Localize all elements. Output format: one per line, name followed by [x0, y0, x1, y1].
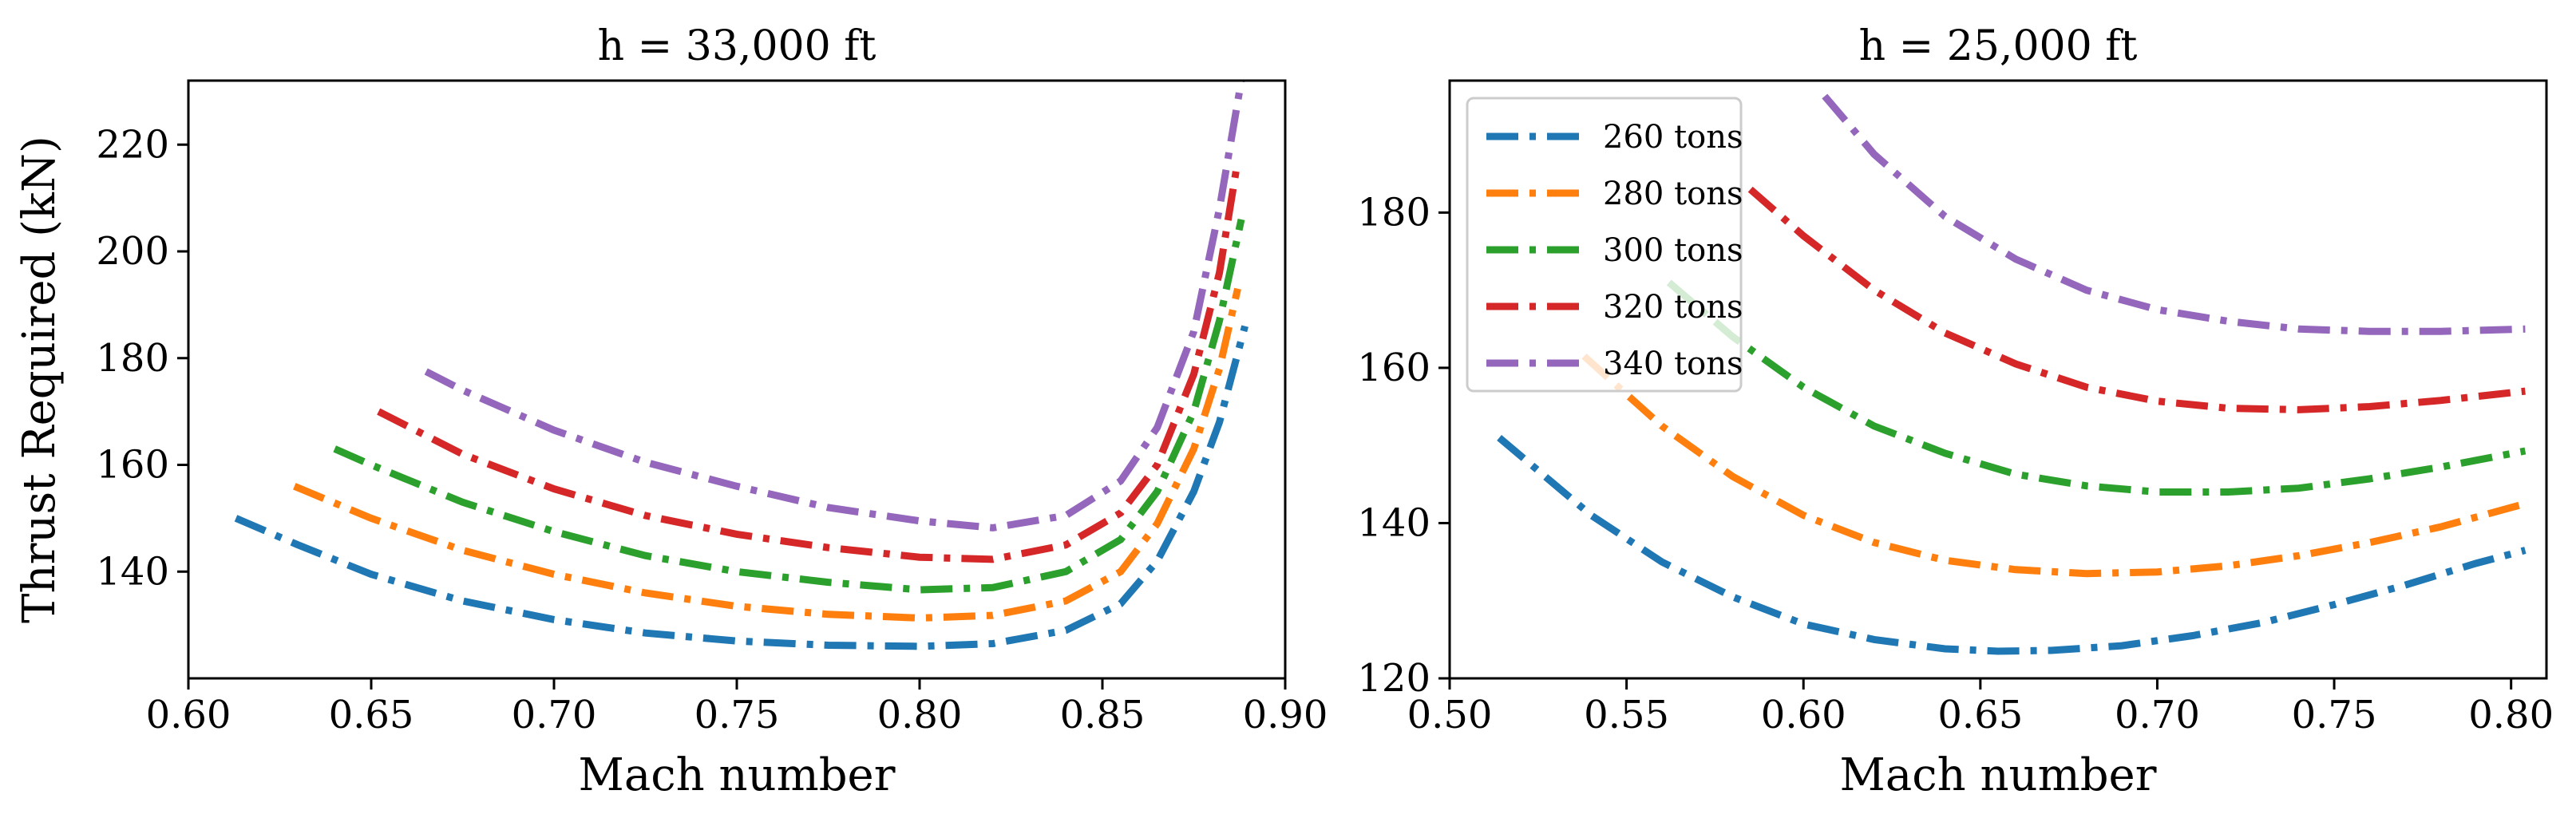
series-line-300-tons	[1666, 279, 2527, 496]
y-tick-label: 140	[1357, 500, 1430, 545]
y-tick-label: 120	[1357, 656, 1430, 701]
legend-label: 300 tons	[1603, 232, 1743, 269]
series-line-320-tons	[377, 160, 1241, 563]
x-tick-label: 0.60	[146, 693, 231, 737]
series-line-340-tons	[424, 80, 1245, 532]
series-line-320-tons	[1747, 186, 2526, 413]
axis-ticks: 0.50 0.55 0.60 0.65 0.70 0.75 0.80 120 140 160 180	[1357, 190, 2554, 737]
x-tick-label: 0.65	[329, 693, 414, 737]
x-axis-label: Mach number	[579, 749, 896, 801]
plot-frame	[1448, 79, 2548, 680]
x-tick-label: 0.70	[512, 693, 597, 737]
series-line-260-tons	[234, 325, 1248, 650]
legend-label: 340 tons	[1603, 346, 1743, 382]
legend-frame	[1466, 97, 1743, 393]
x-tick-label: 0.75	[694, 693, 780, 737]
chart-panel-h33000: h = 33,000 ft Mach number Thrust Require…	[14, 22, 1328, 801]
y-tick-label: 180	[96, 336, 169, 381]
x-tick-label: 0.90	[1243, 693, 1328, 737]
chart-panel-h25000: h = 25,000 ft Mach number 0.50 0.55 0.60 0.…	[1357, 22, 2554, 801]
series-lines	[234, 80, 1248, 650]
x-tick-label: 0.80	[2468, 693, 2554, 737]
x-axis-label: Mach number	[1840, 749, 2157, 801]
y-tick-label: 200	[96, 229, 169, 274]
y-tick-label: 220	[96, 122, 169, 167]
x-tick-label: 0.60	[1761, 693, 1846, 737]
y-tick-label: 160	[1357, 346, 1430, 390]
axis-ticks: 0.60 0.65 0.70 0.75 0.80 0.85 0.90 140 160 180 200…	[96, 122, 1328, 737]
y-axis-label: Thrust Required (kN)	[14, 136, 65, 623]
series-line-300-tons	[333, 218, 1245, 594]
chart-title: h = 33,000 ft	[598, 22, 876, 70]
legend: 260 tons 280 tons 300 tons 320 tons 340 tons	[1466, 97, 1743, 393]
series-line-340-tons	[1822, 93, 2526, 335]
legend-label: 320 tons	[1603, 289, 1743, 326]
legend-label: 280 tons	[1603, 176, 1743, 212]
series-line-260-tons	[1497, 435, 2527, 655]
plot-frame	[187, 79, 1287, 680]
series-line-280-tons	[293, 287, 1241, 622]
x-tick-label: 0.65	[1937, 693, 2023, 737]
x-tick-label: 0.70	[2115, 693, 2200, 737]
x-tick-label: 0.80	[877, 693, 963, 737]
x-tick-label: 0.55	[1584, 693, 1669, 737]
y-tick-label: 180	[1357, 190, 1430, 235]
x-tick-label: 0.50	[1407, 693, 1493, 737]
y-tick-label: 140	[96, 549, 169, 594]
legend-label: 260 tons	[1603, 119, 1743, 156]
y-tick-label: 160	[96, 443, 169, 488]
x-tick-label: 0.75	[2292, 693, 2377, 737]
x-tick-label: 0.85	[1060, 693, 1146, 737]
series-lines	[1497, 93, 2527, 655]
chart-title: h = 25,000 ft	[1859, 22, 2138, 70]
series-line-280-tons	[1581, 353, 2527, 578]
